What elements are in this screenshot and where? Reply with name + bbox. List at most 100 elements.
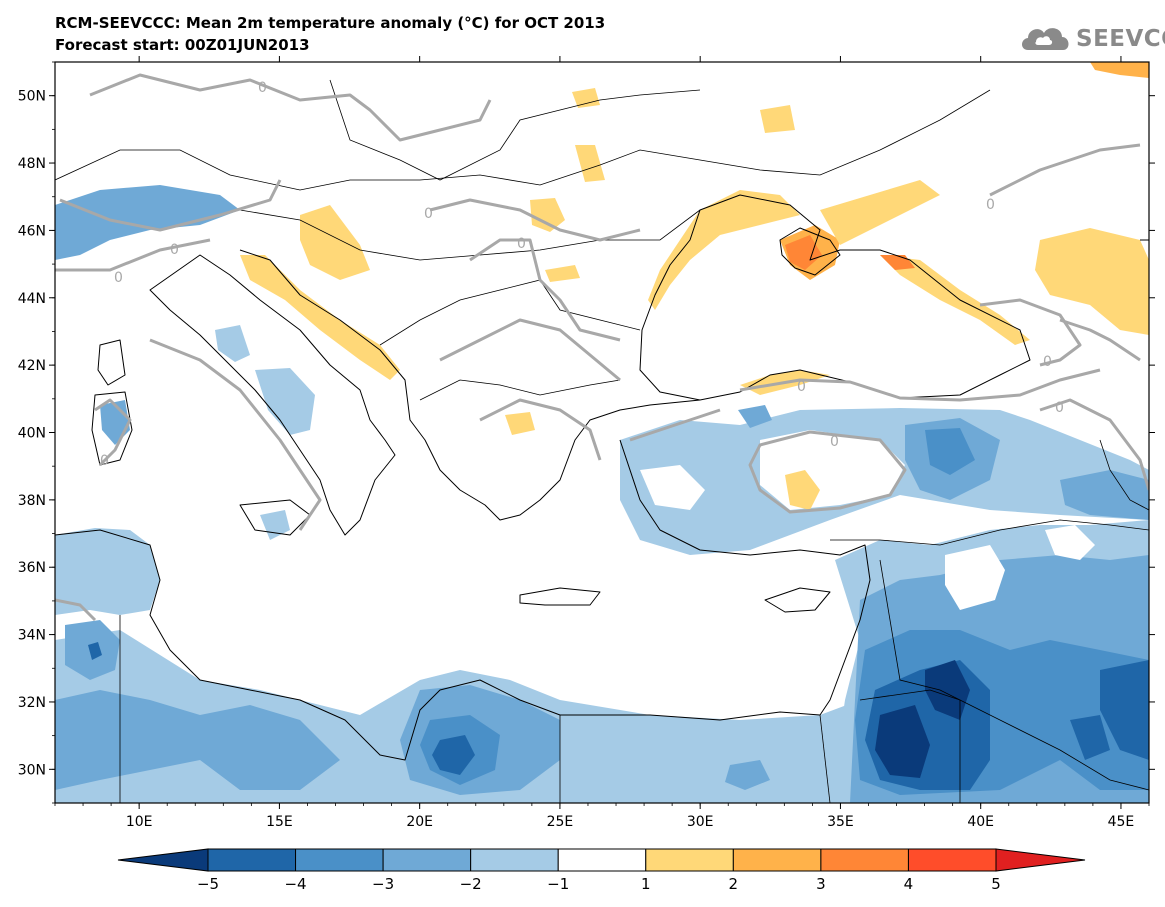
anomaly-region-ukraine-2	[575, 145, 605, 182]
anomaly-region-ukraine-3	[760, 105, 795, 133]
x-axis: 10E 15E 20E 25E 30E 35E 40E 45E	[54, 56, 1150, 830]
colorbar-label: 5	[991, 875, 1001, 893]
anomaly-region-middle-east-white	[945, 545, 1005, 610]
anomaly-region-azov	[820, 180, 940, 245]
anomaly-region-turkey-east-core	[925, 428, 975, 475]
y-tick-label: 44N	[18, 291, 46, 307]
contour-label: 0	[424, 206, 433, 222]
colorbar-label: 2	[729, 875, 739, 893]
anomaly-region-croatia-coast	[240, 255, 400, 380]
y-tick-label: 40N	[18, 426, 46, 442]
anomaly-region-italy-central	[255, 368, 315, 435]
contour-label: 0	[258, 80, 267, 96]
anomaly-region-jordan-max	[875, 705, 930, 778]
colorbar-segment	[207, 848, 297, 872]
colorbar-label: 1	[641, 875, 651, 893]
sicily-coast	[239, 499, 311, 536]
anomaly-region-syria-max	[925, 660, 970, 720]
x-tick-label: 10E	[126, 814, 153, 830]
x-tick-label: 45E	[1108, 814, 1135, 830]
anomaly-region-caucasus-coast	[880, 255, 1030, 345]
colorbar-segment	[117, 848, 209, 872]
contour-label: 0	[114, 270, 123, 286]
colorbar: −5 −4 −3 −2 −1 1 2 3 4 5	[117, 848, 1086, 893]
anomaly-region-italy-north	[215, 325, 250, 362]
y-tick-label: 42N	[18, 358, 46, 374]
y-tick-label: 48N	[18, 156, 46, 172]
y-tick-label: 50N	[18, 89, 46, 105]
x-tick-label: 15E	[266, 814, 293, 830]
anomaly-region-tunisia	[55, 528, 160, 615]
anomaly-region-crimea-hot	[785, 235, 822, 270]
y-tick-label: 46N	[18, 223, 46, 239]
country-borders	[55, 79, 1149, 803]
colorbar-segment	[382, 848, 472, 872]
contour-label: 0	[986, 197, 995, 213]
crete-coast	[519, 587, 601, 606]
anomaly-region-north-africa-dark	[55, 690, 340, 790]
colorbar-label: −5	[197, 875, 219, 893]
coastlines	[55, 194, 1149, 761]
crimea-coast	[779, 227, 841, 276]
anomaly-region-egypt-spot	[725, 760, 770, 790]
colorbar-label: −4	[284, 875, 306, 893]
colorbar-segment	[820, 848, 909, 872]
anomaly-region-middle-east-white2	[1045, 525, 1095, 560]
anomaly-region-hungary	[300, 205, 370, 280]
colorbar-segment	[470, 848, 559, 872]
colorbar-segment	[732, 848, 822, 872]
colorbar-label: −2	[460, 875, 482, 893]
balkan-coast	[239, 249, 701, 521]
contour-label: 0	[517, 236, 526, 252]
x-tick-label: 20E	[406, 814, 433, 830]
contour-label: 0	[1043, 354, 1052, 370]
seevccc-logo: SEEVCCC	[1018, 20, 1165, 56]
anomaly-region-algeria-core	[88, 642, 102, 660]
contour-label: 0	[830, 434, 839, 450]
cloud-icon	[1022, 28, 1069, 50]
x-tick-label: 30E	[687, 814, 714, 830]
contour-label: 0	[797, 379, 806, 395]
north-africa-coast	[55, 529, 821, 761]
anomaly-region-alps	[55, 185, 240, 260]
anomaly-region-romania-1	[530, 198, 565, 232]
colorbar-label: 3	[816, 875, 826, 893]
map-title: RCM-SEEVCCC: Mean 2m temperature anomaly…	[55, 14, 606, 32]
anomaly-region-greece-spot	[505, 412, 535, 435]
zero-contours	[55, 73, 1149, 622]
forecast-start-label: Forecast start: 00Z01JUN2013	[55, 36, 310, 54]
x-tick-label: 35E	[827, 814, 854, 830]
turkey-south-coast	[619, 439, 871, 716]
y-tick-label: 32N	[18, 695, 46, 711]
contour-label: 0	[1055, 400, 1064, 416]
anomaly-region-caspian-west	[1035, 228, 1149, 335]
anomaly-region-black-sea-nw-coast	[648, 190, 800, 310]
anomaly-region-ukraine-1	[572, 88, 600, 108]
anomaly-region-turkey-white2	[640, 465, 705, 510]
anomaly-region-iraq-core	[1100, 660, 1149, 760]
anomaly-region-sicily	[260, 510, 290, 540]
anomaly-region-caucasus	[1060, 470, 1149, 520]
contour-label: 0	[170, 242, 179, 258]
anomaly-region-anatolia-spot	[785, 470, 820, 510]
anomaly-region-caspian-north	[1090, 62, 1149, 78]
black-sea-coast	[639, 194, 1031, 401]
colorbar-label: −1	[547, 875, 569, 893]
colorbar-segment	[645, 848, 734, 872]
colorbar-segment	[557, 848, 647, 872]
y-tick-label: 38N	[18, 493, 46, 509]
italy-coast	[149, 254, 396, 536]
y-tick-label: 30N	[18, 762, 46, 778]
x-tick-label: 40E	[967, 814, 994, 830]
y-tick-label: 34N	[18, 628, 46, 644]
contour-label: 0	[100, 453, 109, 469]
colorbar-segment	[907, 848, 997, 872]
anomaly-region-libya-max	[432, 735, 475, 775]
anomaly-region-turkey-spot	[738, 405, 772, 428]
anomaly-region-romania-2	[545, 265, 580, 282]
sardinia-coast	[91, 391, 133, 466]
anomaly-region-iraq-core2	[1070, 715, 1110, 760]
y-axis: 50N 48N 46N 44N 42N 40N 38N 36N 34N 32N 30N	[18, 61, 1155, 804]
corsica-coast	[97, 339, 126, 386]
